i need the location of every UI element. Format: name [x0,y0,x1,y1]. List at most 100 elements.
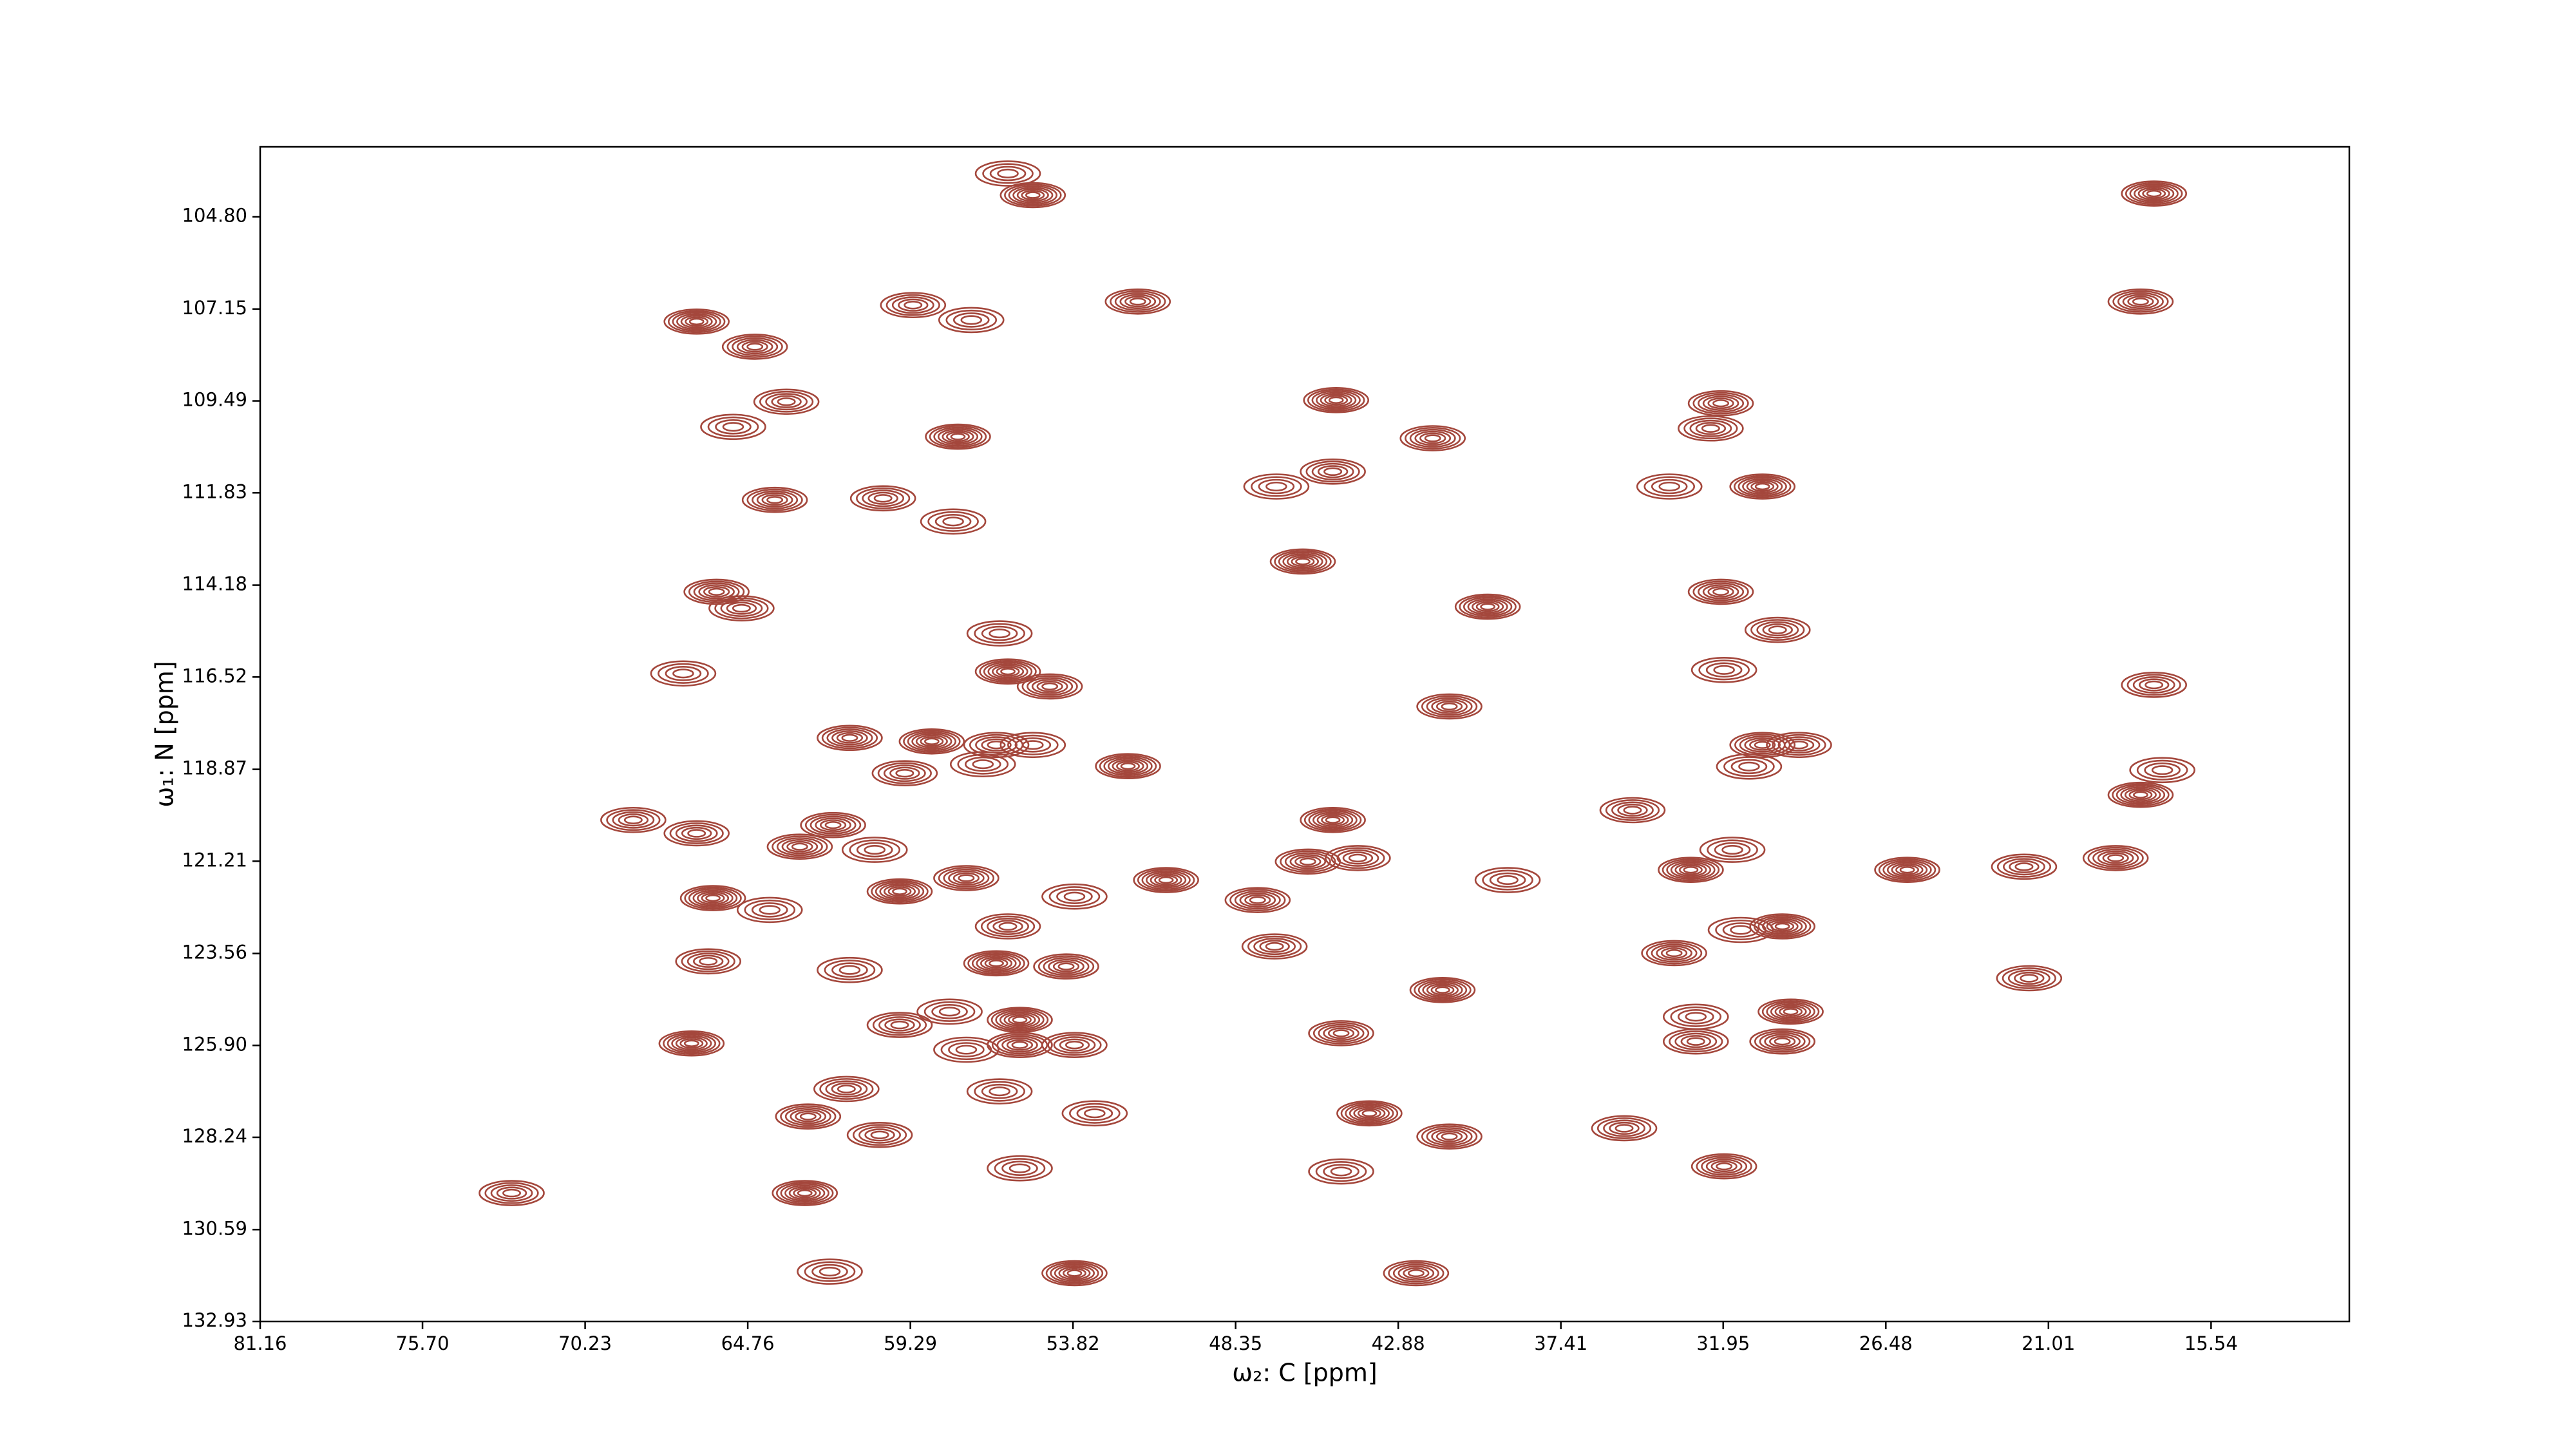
contour-ring [1878,858,1937,882]
contour-ring [759,905,781,915]
contour-ring [1692,580,1749,603]
contour-ring [1435,1130,1463,1142]
contour-ring [991,1034,1048,1057]
contour-ring [669,822,724,844]
contour-ring [929,425,987,448]
contour-ring [1770,1003,1812,1020]
contour-ring [1311,390,1361,410]
contour-ring [1674,863,1707,877]
contour-ring [958,874,975,882]
contour-ring [705,894,721,902]
contour-ring [999,732,1066,759]
contour-ring [1348,853,1367,863]
contour-ring [1756,621,1799,639]
contour-ring [871,760,938,786]
x-tick-label: 37.41 [1534,1332,1587,1354]
y-tick-label: 121.21 [182,849,247,871]
contour-ring [997,168,1019,179]
contour-ring [1007,734,1059,755]
contour-ring [2082,845,2149,871]
peak [1749,913,1815,940]
contour-ring [866,1012,933,1038]
contour-ring [1300,459,1366,485]
contour-ring [795,1110,822,1122]
contour-ring [1660,947,1688,959]
peak [1662,1028,1729,1055]
contour-ring [1690,656,1757,683]
peak [1716,753,1783,780]
contour-ring [761,494,788,506]
contour-ring [786,840,813,853]
x-tick-label: 75.70 [396,1332,450,1354]
peak [2107,781,2174,808]
contour-ring [650,660,717,687]
contour-ring [1623,806,1642,815]
contour-ring [960,315,983,325]
contour-ring [1056,889,1093,904]
contour-ring [1000,668,1016,676]
contour-ring [1300,806,1366,833]
peak [1383,1260,1450,1287]
y-tick-label: 111.83 [182,480,247,502]
contour-ring [821,726,878,750]
contour-ring [1095,753,1161,780]
contour-ring [1312,811,1354,829]
contour-ring [955,1045,978,1055]
contour-ring [1716,753,1783,780]
peak [1224,887,1291,913]
contour-ring [1762,918,1803,935]
contour-ring [1012,1016,1028,1024]
contour-ring [1037,955,1095,978]
contour-ring [1239,892,1276,908]
contour-ring [804,813,862,837]
contour-ring [1680,1035,1711,1048]
peak [866,1012,933,1038]
contour-ring [2107,854,2125,862]
peak [766,833,833,860]
peak [675,948,742,975]
peak [817,724,883,752]
contour-ring [2003,858,2045,876]
peak [1662,1003,1729,1030]
contour-ring [1426,1127,1473,1146]
contour-ring [1774,922,1790,931]
contour-ring [849,485,916,512]
contour-ring [699,957,718,966]
contour-ring [2007,969,2050,987]
contour-ring [2127,296,2154,308]
contour-ring [2132,676,2175,694]
peak [999,732,1066,759]
y-tick-label: 109.49 [182,389,247,411]
y-axis-label: ω₁: N [ppm] [151,661,179,807]
contour-ring [819,819,847,831]
contour-ring [1033,953,1099,980]
contour-ring [1603,1119,1645,1137]
contour-ring [1249,896,1266,904]
contour-ring [1497,875,1519,886]
contour-ring [1789,741,1808,750]
contour-ring [1662,858,1720,882]
contour-ring [1636,473,1703,500]
y-tick-label: 116.52 [182,665,247,687]
x-tick-label: 15.54 [2184,1332,2238,1354]
contour-ring [1687,578,1754,605]
contour-ring [1679,864,1703,875]
contour-ring [799,1112,817,1121]
contour-ring [746,488,803,511]
contour-ring [858,1126,901,1144]
contour-ring [679,885,746,911]
contour-ring [915,734,948,748]
contour-ring [1150,873,1182,887]
contour-ring [1084,1108,1106,1119]
contour-ring [1723,756,1775,777]
contour-ring [2151,765,2174,775]
contour-ring [1417,980,1468,1000]
contour-ring [1599,797,1666,824]
contour-ring [658,663,709,684]
contour-ring [2129,757,2195,784]
contour-ring [856,842,893,858]
contour-ring [1701,424,1720,433]
contour-ring [987,918,1029,936]
contour-ring [2116,784,2166,805]
contour-ring [849,839,901,860]
